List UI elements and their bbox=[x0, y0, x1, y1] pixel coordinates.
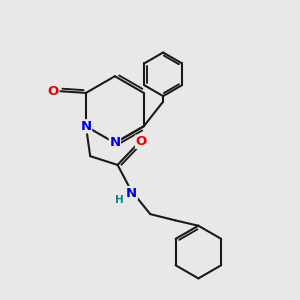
Text: H: H bbox=[115, 195, 124, 205]
Text: N: N bbox=[80, 120, 92, 133]
Text: O: O bbox=[136, 135, 147, 148]
Text: N: N bbox=[109, 136, 120, 149]
Text: N: N bbox=[126, 187, 137, 200]
Text: O: O bbox=[48, 85, 59, 98]
